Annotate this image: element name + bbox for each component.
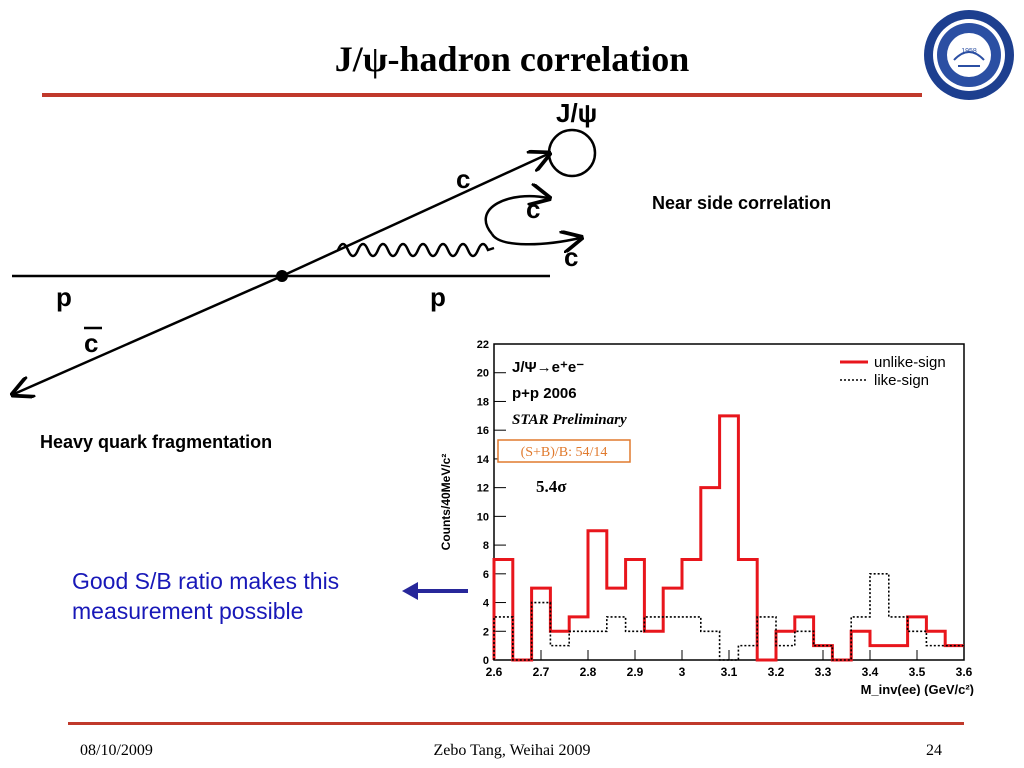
vertex-dot [276, 270, 288, 282]
sb-annotation: (S+B)/B: 54/14 [521, 445, 608, 460]
feynman-diagram: J/ψ c c c p p c [0, 98, 597, 428]
x-axis-label: M_inv(ee) (GeV/c²) [861, 682, 974, 696]
slide-title: J/ψ-hadron correlation [334, 39, 690, 79]
x-tick-label: 3.1 [721, 665, 738, 679]
x-tick-label: 3.3 [815, 665, 832, 679]
pointer-arrow [402, 582, 468, 600]
c-label-right: c [564, 242, 578, 272]
c-split-down [490, 234, 580, 244]
gluon-line [336, 242, 495, 258]
x-tick-label: 3.2 [768, 665, 785, 679]
y-tick-label: 22 [477, 339, 489, 351]
sb-box [497, 439, 631, 463]
c-split-up [484, 196, 548, 235]
y-tick-label: 10 [477, 511, 489, 523]
university-seal-logo: 1958 [924, 10, 1014, 100]
cbar-label: c [84, 328, 98, 358]
invariant-mass-chart: 2.6 2.7 2.8 2.9 3 3.1 3.2 3.3 3.4 3.5 3.6 0 2 4 6 8 10 1… [439, 339, 974, 696]
x-tick-label: 3 [679, 665, 686, 679]
y-tick-label: 12 [477, 483, 489, 495]
y-tick-label: 6 [483, 569, 489, 581]
y-tick-label: 8 [483, 540, 489, 552]
c-label-mid: c [526, 194, 540, 224]
y-tick-label: 0 [483, 655, 489, 667]
footer-page-number: 24 [926, 742, 942, 759]
title-rule [42, 93, 922, 97]
x-tick-label: 2.6 [486, 665, 503, 679]
y-tick-label: 16 [477, 425, 489, 437]
y-tick-label: 14 [477, 454, 490, 466]
c-label-top: c [456, 164, 470, 194]
legend-label-like-sign: like-sign [874, 372, 929, 389]
series-group [492, 414, 964, 662]
y-axis-label: Counts/40MeV/c² [439, 454, 453, 551]
good-sb-text: Good S/B ratio makes this measurement po… [72, 568, 340, 624]
sigma-annotation: 5.4σ [536, 477, 567, 496]
series-unlike-sign [492, 414, 964, 662]
x-tick-label: 3.6 [956, 665, 973, 679]
p-label-left: p [56, 282, 72, 312]
jpsi-label: J/ψ [556, 98, 597, 128]
near-side-label: Near side correlation [652, 193, 832, 213]
x-tick-label: 2.9 [627, 665, 644, 679]
x-tick-label: 2.8 [580, 665, 597, 679]
footer-author: Zebo Tang, Weihai 2009 [433, 742, 591, 759]
y-tick-label: 20 [477, 368, 489, 380]
x-tick-label: 3.5 [909, 665, 926, 679]
process-annotation: J/Ψ→e⁺e⁻ [512, 359, 584, 376]
y-ticks: 0 2 4 6 8 10 12 14 16 18 20 22 [477, 339, 506, 667]
logo-year: 1958 [961, 48, 977, 55]
c-line [281, 154, 548, 278]
p-label-right: p [430, 282, 446, 312]
x-tick-label: 3.4 [862, 665, 879, 679]
y-tick-label: 18 [477, 396, 489, 408]
x-ticks: 2.6 2.7 2.8 2.9 3 3.1 3.2 3.3 3.4 3.5 3.6 [486, 650, 973, 679]
preliminary-annotation: STAR Preliminary [512, 412, 627, 428]
footer-rule [68, 722, 964, 725]
legend-label-unlike-sign: unlike-sign [874, 354, 946, 371]
run-annotation: p+p 2006 [512, 385, 577, 402]
jpsi-circle [547, 128, 597, 178]
cbar-line [14, 274, 283, 394]
heavy-quark-label: Heavy quark fragmentation [40, 432, 273, 452]
y-tick-label: 4 [483, 598, 490, 610]
footer-date: 08/10/2009 [80, 742, 153, 759]
x-tick-label: 2.7 [533, 665, 550, 679]
y-tick-label: 2 [483, 626, 489, 638]
